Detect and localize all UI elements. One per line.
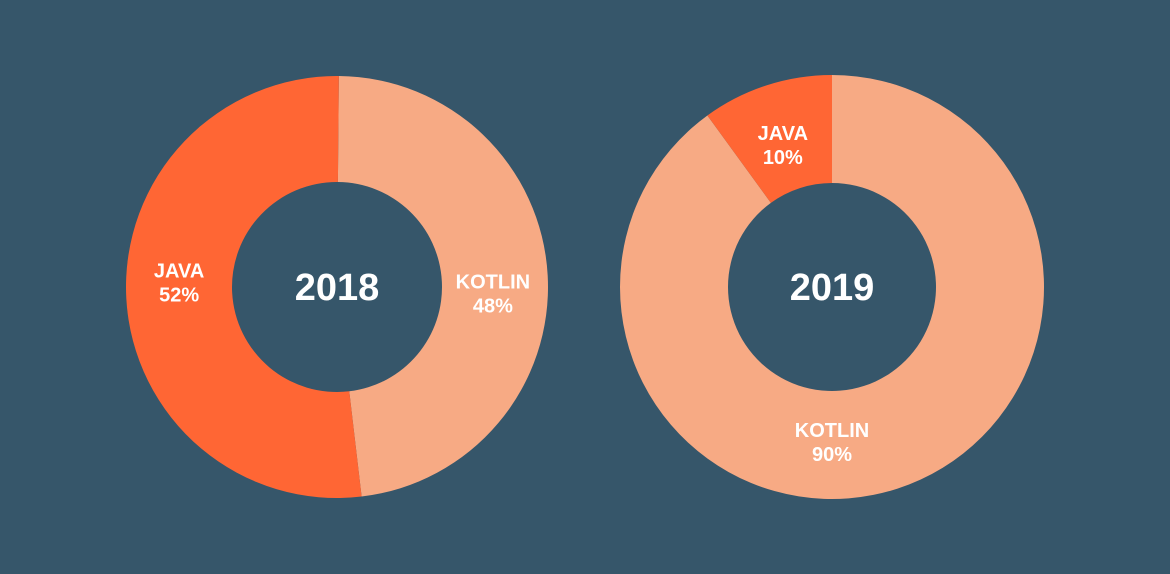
donut-slice-java: [707, 75, 832, 203]
donut-slice-java: [126, 76, 362, 498]
donut-slice-kotlin: [337, 76, 549, 497]
slice-name-label: KOTLIN: [795, 420, 869, 442]
slice-name-label: KOTLIN: [456, 271, 530, 293]
slice-value-label: 48%: [473, 295, 513, 317]
slice-value-label: 52%: [159, 284, 199, 306]
slice-value-label: 90%: [812, 444, 852, 466]
donut-center-label: 2018: [295, 267, 380, 309]
slice-name-label: JAVA: [758, 123, 808, 145]
slice-name-label: JAVA: [154, 260, 204, 282]
slice-value-label: 10%: [763, 147, 803, 169]
donut-slice-kotlin: [619, 75, 1044, 499]
donut-center-label: 2019: [790, 267, 875, 309]
